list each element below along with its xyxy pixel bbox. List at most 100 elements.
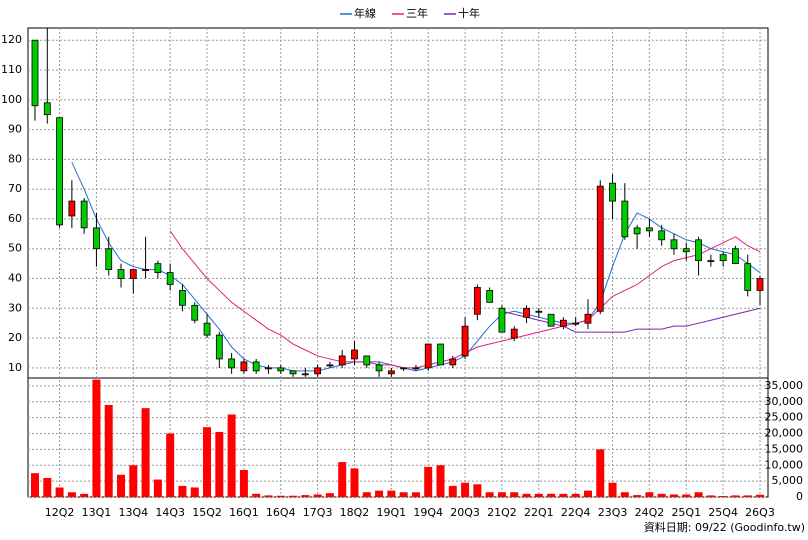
volume-bar xyxy=(141,408,150,497)
y-tick-label: 90 xyxy=(8,123,22,136)
volume-bar xyxy=(104,404,113,497)
x-tick-label: 16Q4 xyxy=(266,506,296,519)
candle-body xyxy=(56,117,63,226)
x-tick-label: 17Q3 xyxy=(303,506,333,519)
x-tick-label: 22Q1 xyxy=(524,506,554,519)
volume-bar xyxy=(633,495,642,497)
volume-bar xyxy=(436,465,445,497)
y-tick-label: 10 xyxy=(8,361,22,374)
plot-frame xyxy=(27,27,769,498)
x-tick-label: 12Q2 xyxy=(45,506,75,519)
legend-label: 年線 xyxy=(354,6,376,20)
x-tick-label: 23Q3 xyxy=(598,506,628,519)
candle-body xyxy=(166,272,174,285)
candle-body xyxy=(375,364,383,372)
x-tick-label: 24Q2 xyxy=(635,506,665,519)
candle-body xyxy=(93,227,100,250)
volume-bar xyxy=(731,495,740,497)
volume-bar xyxy=(411,492,420,497)
candle-body xyxy=(572,322,580,325)
volume-bar xyxy=(375,490,384,497)
volume-bar xyxy=(448,485,457,497)
footer: 資料日期: 09/22 (Goodinfo.tw) xyxy=(644,520,805,534)
candle-body xyxy=(559,319,567,327)
volume-bar xyxy=(534,493,543,497)
volume-bar xyxy=(166,433,175,497)
x-tick-label: 25Q4 xyxy=(708,506,738,519)
candle-body xyxy=(609,182,616,202)
legend-label: 十年 xyxy=(458,6,480,20)
volume-bar xyxy=(289,495,298,497)
candle-body xyxy=(498,307,506,333)
candle-body xyxy=(523,307,530,318)
candle-body xyxy=(646,227,653,232)
volume-bar xyxy=(756,494,764,497)
candle-body xyxy=(252,361,260,372)
x-tick-label: 20Q3 xyxy=(450,506,480,519)
y-tick-label: 110 xyxy=(1,63,22,76)
volume-bar xyxy=(694,492,703,497)
candle-body xyxy=(387,370,395,375)
volume-bar xyxy=(620,492,629,497)
candle-body xyxy=(695,239,702,262)
candle-body xyxy=(314,367,322,375)
y-tick-label: 100 xyxy=(1,93,22,106)
volume-bar xyxy=(338,462,347,497)
candle-body xyxy=(129,269,137,279)
volume-bar xyxy=(706,495,715,497)
volume-bar xyxy=(190,487,199,497)
volume-bar xyxy=(473,484,482,497)
candle-body xyxy=(117,269,125,279)
volume-bar xyxy=(350,468,359,497)
volume-bar xyxy=(461,482,470,497)
volume-bar xyxy=(67,492,76,497)
volume-bar xyxy=(203,427,212,497)
volume-bar xyxy=(669,494,678,497)
ma-line xyxy=(501,307,761,333)
candle-body xyxy=(682,248,690,253)
candle-body xyxy=(31,39,39,107)
volume-bar xyxy=(522,493,531,497)
candle-body xyxy=(301,373,309,376)
volume-bar xyxy=(510,492,519,497)
candle-body xyxy=(658,230,666,241)
y2-tick-label: 30,000 xyxy=(765,395,804,408)
volume-bar xyxy=(227,414,236,497)
volume-bar xyxy=(153,479,162,497)
candle-body xyxy=(215,334,223,360)
candle-body xyxy=(437,343,444,366)
y-tick-label: 80 xyxy=(8,152,22,165)
y-tick-label: 30 xyxy=(8,301,22,314)
volume-bar xyxy=(129,465,138,497)
candle-body xyxy=(473,287,481,315)
volume-bar xyxy=(92,379,101,497)
y-tick-label: 50 xyxy=(8,242,22,255)
x-tick-label: 18Q2 xyxy=(340,506,370,519)
volume-bar xyxy=(215,431,224,497)
volume-bar xyxy=(645,492,654,497)
candle-body xyxy=(744,263,752,291)
x-tick-label: 19Q4 xyxy=(413,506,443,519)
y2-tick-label: 20,000 xyxy=(765,427,804,440)
candle-body xyxy=(400,367,408,370)
y-tick-label: 60 xyxy=(8,212,22,225)
volume-bar xyxy=(399,492,408,497)
candle-body xyxy=(596,185,604,312)
volume-bar xyxy=(682,494,691,497)
volume-bar xyxy=(571,493,580,497)
candle-body xyxy=(240,361,248,372)
candle-body xyxy=(191,304,199,321)
candle-body xyxy=(326,364,334,367)
volume-bar xyxy=(719,496,728,497)
y2-tick-label: 15,000 xyxy=(765,442,804,455)
volume-bar xyxy=(387,490,396,497)
candle-body xyxy=(154,263,162,273)
volume-bar xyxy=(264,495,273,497)
volume-bar xyxy=(325,493,334,497)
x-tick-label: 21Q2 xyxy=(487,506,517,519)
candle-body xyxy=(203,322,211,336)
volume-bar xyxy=(178,485,187,497)
y2-tick-label: 25,000 xyxy=(765,411,804,424)
volume-bar xyxy=(657,493,666,497)
candle-body xyxy=(732,248,739,265)
